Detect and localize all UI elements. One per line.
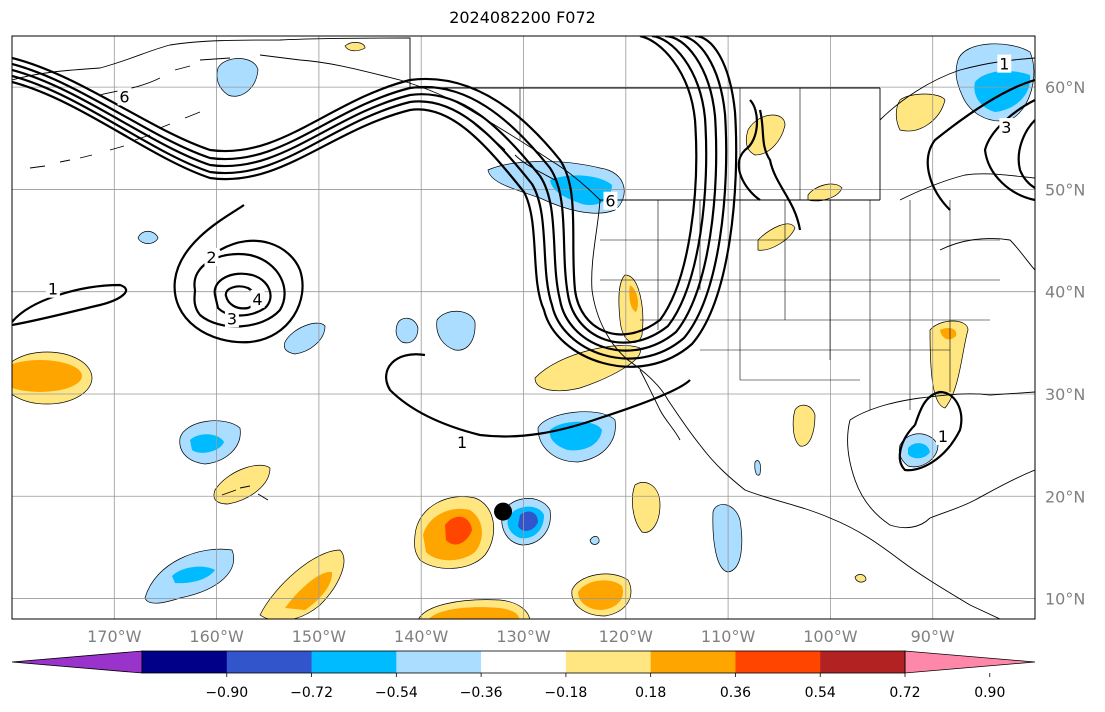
anomaly-negative (908, 443, 930, 459)
colorbar-frame (141, 650, 906, 674)
contour-label-bg (603, 191, 618, 210)
colorbar-tick-label: 0.18 (635, 685, 666, 701)
lat-tick-label: 10°N (1045, 590, 1085, 609)
colorbar-tick-label: −0.36 (460, 685, 503, 701)
lat-tick-label: 30°N (1045, 385, 1085, 404)
gridlines (12, 36, 1035, 619)
lat-tick-label: 40°N (1045, 283, 1085, 302)
contour-label-bg (224, 309, 239, 328)
contour-label-bg (45, 279, 60, 298)
anomaly-negative (550, 175, 612, 206)
latitude-labels: 60°N 50°N 40°N 30°N 20°N 10°N (1045, 78, 1085, 608)
colorbar-segment (311, 651, 397, 673)
anomaly-positive (12, 360, 82, 392)
anomaly-negative (754, 460, 761, 476)
contour-label: 1 (457, 433, 467, 452)
anomaly-positive (578, 580, 624, 610)
colorbar-tick-label: −0.18 (544, 685, 587, 701)
colorbar-segment (565, 651, 652, 673)
colorbar-tick-label: 0.54 (805, 685, 836, 701)
colorbar-extend-high (904, 650, 1036, 674)
anomaly-negative (589, 536, 600, 545)
coastlines (12, 37, 1035, 619)
anomaly-negative (137, 230, 159, 244)
anomaly-negative (283, 322, 326, 355)
colorbar-tick-label: −0.72 (290, 685, 333, 701)
colorbar-segment (396, 651, 482, 673)
contour-label: 3 (1001, 118, 1011, 137)
contour-label: 6 (119, 87, 129, 106)
lon-tick-label: 100°W (803, 627, 858, 646)
anomaly-positive (929, 320, 969, 409)
map-title: 2024082200 F072 (449, 8, 596, 27)
contour-label: 6 (605, 192, 615, 211)
colorbar-segment (142, 651, 228, 673)
colorbar-tick-label: 0.90 (974, 685, 1005, 701)
colorbar-tick-label: 0.72 (889, 685, 920, 701)
colorbar (11, 650, 1036, 674)
anomaly-negative (172, 566, 215, 584)
lon-tick-label: 110°W (701, 627, 756, 646)
contour-label-bg (997, 54, 1012, 73)
anomaly-negative (436, 310, 476, 351)
colorbar-tick-label: 0.36 (720, 685, 751, 701)
anomaly-positive (259, 549, 345, 619)
state-borders (519, 88, 1000, 410)
anomaly-positive (757, 223, 796, 251)
anomaly-positive (632, 482, 661, 533)
longitude-labels: 170°W 160°W 150°W 140°W 130°W 120°W 110°W 100°W… (87, 627, 955, 646)
contour-label: 3 (227, 309, 237, 328)
anomaly-positive (807, 183, 843, 202)
contour-label-bg (935, 426, 950, 445)
contour-label: 1 (938, 427, 948, 446)
contour-lines (12, 36, 1035, 472)
colorbar-labels: −0.90 −0.72 −0.54 −0.36 −0.18 0.18 0.36 0.54 0.7… (205, 673, 1005, 701)
contour-label: 4 (252, 290, 262, 309)
contour-label: 1 (48, 280, 58, 299)
contour-label-bg (204, 247, 219, 266)
contour-label-bg (250, 289, 265, 308)
lon-tick-label: 90°W (911, 627, 955, 646)
anomaly-positive (344, 42, 366, 52)
anomaly-positive (854, 574, 867, 583)
colorbar-extend-low (11, 650, 143, 674)
anomaly-positive (285, 571, 333, 610)
contour-label-bg (455, 433, 470, 452)
colorbar-segment (226, 651, 313, 673)
lat-tick-label: 50°N (1045, 180, 1085, 199)
colorbar-segment (650, 651, 736, 673)
colorbar-segment (820, 651, 906, 673)
contour-label-bg (117, 87, 132, 106)
lon-tick-label: 150°W (292, 627, 347, 646)
anomaly-positive (445, 516, 472, 545)
colorbar-segment (481, 651, 567, 673)
map-frame (11, 35, 1036, 620)
lon-tick-label: 130°W (496, 627, 551, 646)
anomaly-negative (712, 504, 743, 573)
lon-tick-label: 140°W (394, 627, 449, 646)
shaded-anomalies (12, 42, 1035, 619)
colorbar-tick-label: −0.90 (205, 685, 248, 701)
contour-label-bg (999, 118, 1014, 137)
anomaly-negative (395, 317, 419, 344)
anomaly-positive (792, 404, 816, 447)
anomaly-negative (518, 511, 538, 531)
lat-tick-label: 20°N (1045, 487, 1085, 506)
anomaly-positive (428, 607, 520, 619)
storm-marker (494, 502, 513, 521)
lon-tick-label: 120°W (599, 627, 654, 646)
contour-label: 1 (999, 55, 1009, 74)
colorbar-tick-label: −0.54 (375, 685, 418, 701)
lat-tick-label: 60°N (1045, 78, 1085, 97)
lon-tick-label: 170°W (87, 627, 142, 646)
colorbar-segment (735, 651, 821, 673)
lon-tick-label: 160°W (189, 627, 244, 646)
contour-label: 2 (206, 248, 216, 267)
anomaly-positive (940, 328, 957, 340)
anomaly-positive (213, 464, 271, 505)
anomaly-negative (190, 434, 224, 453)
